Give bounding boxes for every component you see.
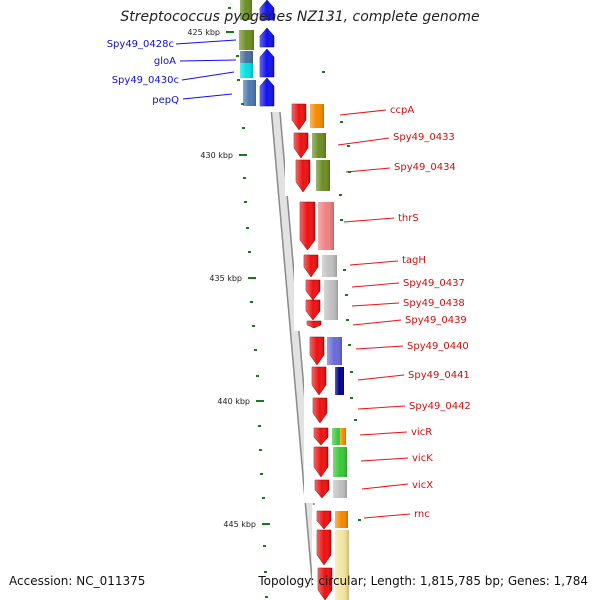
cog-color-bar (312, 133, 326, 158)
gene-label-spy49_0437[interactable]: Spy49_0437 (403, 278, 465, 289)
gene-label-vicx[interactable]: vicX (412, 480, 433, 491)
gene-label-vicr[interactable]: vicR (411, 427, 432, 438)
forward-gene-arrow[interactable] (311, 366, 327, 396)
forward-gene-arrow[interactable] (303, 254, 319, 278)
gene-label-gloa[interactable]: gloA (154, 56, 176, 67)
cog-color-bar (335, 511, 348, 528)
forward-gene-arrow[interactable] (312, 397, 328, 424)
gene-label-rnc[interactable]: rnc (414, 509, 430, 520)
label-leader-line (351, 282, 400, 288)
cog-color-bar (318, 202, 334, 250)
forward-gene-arrow[interactable] (305, 299, 321, 321)
cog-bar-0428c (239, 30, 254, 50)
cog-bar-0428c-top (240, 0, 252, 20)
label-leader-line (361, 483, 409, 490)
label-leader-line (357, 374, 405, 381)
gene-label-thrs[interactable]: thrS (398, 213, 419, 224)
cog-bar-0430c (240, 63, 253, 78)
forward-gene-arrow[interactable] (316, 510, 332, 530)
label-leader-line (355, 345, 404, 350)
gene-label-spy49_0439[interactable]: Spy49_0439 (405, 315, 467, 326)
tick-label: 440 kbp (217, 397, 250, 406)
gene-label-spy49_0438[interactable]: Spy49_0438 (403, 298, 465, 309)
forward-gene-arrow[interactable] (293, 132, 309, 159)
forward-gene-arrow[interactable] (317, 567, 333, 600)
forward-gene-arrow[interactable] (316, 529, 332, 566)
forward-gene-arrow[interactable] (295, 159, 311, 193)
label-leader-line (351, 302, 400, 307)
accession-text: Accession: NC_011375 (9, 574, 146, 588)
label-leader-line (352, 319, 402, 326)
tick-label: 435 kbp (209, 274, 242, 283)
reverse-gene-arrow[interactable] (259, 48, 275, 78)
label-leader-line (181, 71, 235, 81)
gene-label-spy49_0433[interactable]: Spy49_0433 (393, 132, 455, 143)
cog-color-bar (340, 428, 346, 445)
label-leader-line (175, 39, 237, 45)
cog-color-bar (316, 160, 330, 191)
label-leader-line (359, 431, 408, 436)
gene-label-tagh[interactable]: tagH (402, 255, 426, 266)
forward-gene-arrow[interactable] (299, 201, 316, 251)
cog-color-bar (322, 255, 337, 277)
cog-color-bar (324, 280, 338, 320)
gene-label-spy49_0441[interactable]: Spy49_0441 (408, 370, 470, 381)
reverse-gene-arrow[interactable] (259, 0, 275, 21)
cog-color-bar (333, 480, 347, 498)
cog-color-bar (335, 530, 349, 600)
forward-gene-arrow[interactable] (313, 446, 329, 478)
gene-label-spy49_0434[interactable]: Spy49_0434 (394, 162, 456, 173)
label-leader-line (357, 405, 406, 410)
forward-gene-arrow[interactable] (306, 320, 322, 329)
label-leader-line (345, 167, 391, 173)
forward-gene-arrow[interactable] (305, 279, 321, 301)
cog-color-bar (335, 367, 344, 395)
label-leader-line (182, 93, 233, 100)
gene-label-spy49_0440[interactable]: Spy49_0440 (407, 341, 469, 352)
feature-track (232, 0, 357, 600)
reverse-gene-arrow[interactable] (259, 27, 275, 48)
label-leader-line (337, 137, 390, 146)
gene-label-pepq[interactable]: pepQ (152, 95, 179, 106)
forward-gene-arrow[interactable] (313, 427, 329, 446)
label-leader-line (363, 513, 411, 519)
label-leader-line (339, 109, 387, 116)
label-leader-line (343, 217, 395, 223)
cog-color-bar (327, 337, 342, 365)
gene-label-vick[interactable]: vicK (412, 453, 433, 464)
forward-gene-arrow[interactable] (291, 103, 307, 131)
gene-label-layer: Spy49_0428c gloA Spy49_0430c pepQ ccpA Spy49_… (107, 39, 471, 520)
tick-label: 445 kbp (223, 520, 256, 529)
tick-label: 430 kbp (200, 151, 233, 160)
label-leader-line (349, 260, 399, 266)
forward-gene-arrow[interactable] (314, 479, 330, 499)
position-ruler: 425 kbp 430 kbp 435 kbp 440 kbp 445 kbp (187, 7, 361, 598)
forward-gene-arrow[interactable] (309, 336, 325, 366)
gene-label-ccpa[interactable]: ccpA (390, 105, 414, 116)
tick-label: 425 kbp (187, 28, 220, 37)
gene-label-spy49_0430c[interactable]: Spy49_0430c (112, 75, 179, 86)
gene-label-spy49_0428c[interactable]: Spy49_0428c (107, 39, 174, 50)
cog-bar-gloA (240, 51, 253, 63)
cog-color-bar (333, 447, 347, 477)
cog-bar-pepQ (243, 80, 256, 106)
cog-color-bar (310, 104, 324, 128)
gene-label-spy49_0442[interactable]: Spy49_0442 (409, 401, 471, 412)
label-leader-line (179, 59, 237, 62)
map-title: Streptococcus pyogenes NZ131, complete g… (120, 9, 480, 25)
topology-text: Topology: circular; Length: 1,815,785 bp… (258, 574, 588, 588)
label-leader-line (360, 457, 409, 462)
reverse-gene-arrow[interactable] (259, 77, 275, 107)
